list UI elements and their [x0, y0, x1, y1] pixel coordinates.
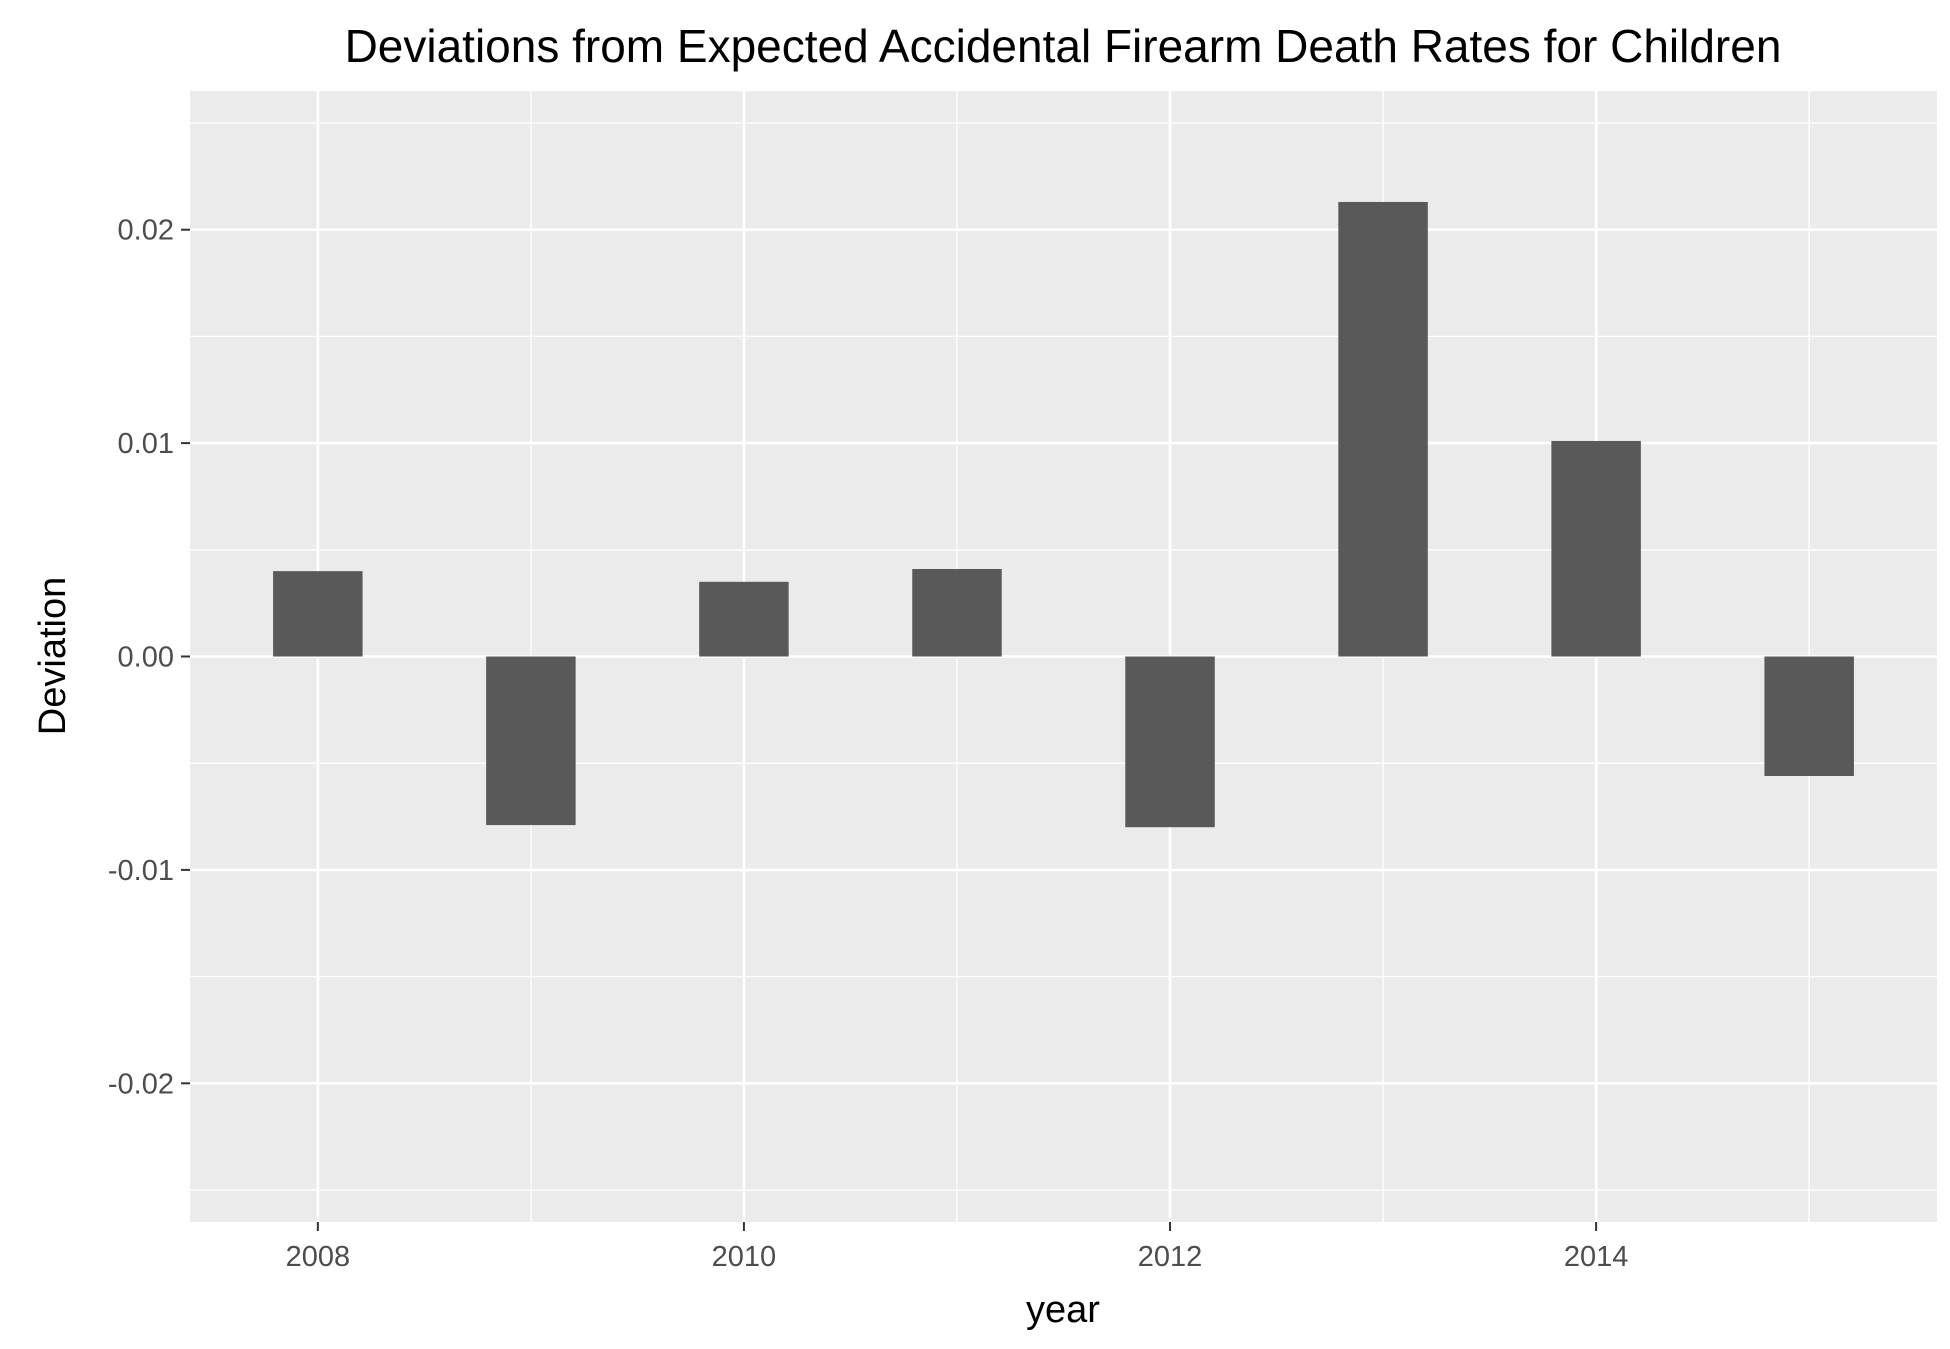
x-axis-title: year: [1026, 1289, 1100, 1331]
bar-2008: [273, 571, 363, 657]
x-tick-label: 2012: [1138, 1241, 1203, 1273]
bar-2012: [1125, 656, 1215, 828]
y-tick-label: 0.00: [118, 642, 174, 674]
y-tick-label: -0.01: [108, 855, 174, 887]
x-tick-label: 2010: [712, 1241, 777, 1273]
bar-2013: [1338, 201, 1428, 657]
bar-2011: [912, 569, 1002, 657]
bar-2015: [1764, 656, 1854, 777]
x-tick-label: 2008: [286, 1241, 351, 1273]
x-axis: 2008 2010 2012 2014: [286, 1222, 1629, 1273]
bar-2009: [486, 656, 576, 826]
y-axis: 0.02 0.01 0.00 -0.01 -0.02: [108, 215, 190, 1100]
chart-title: Deviations from Expected Accidental Fire…: [345, 20, 1782, 72]
bar-2010: [699, 581, 789, 657]
bars: [273, 201, 1854, 828]
y-tick-label: 0.01: [118, 428, 174, 460]
y-axis-title: Deviation: [32, 577, 74, 735]
bar-2014: [1551, 440, 1641, 657]
y-tick-label: -0.02: [108, 1068, 174, 1100]
y-tick-label: 0.02: [118, 215, 174, 247]
x-tick-label: 2014: [1564, 1241, 1629, 1273]
